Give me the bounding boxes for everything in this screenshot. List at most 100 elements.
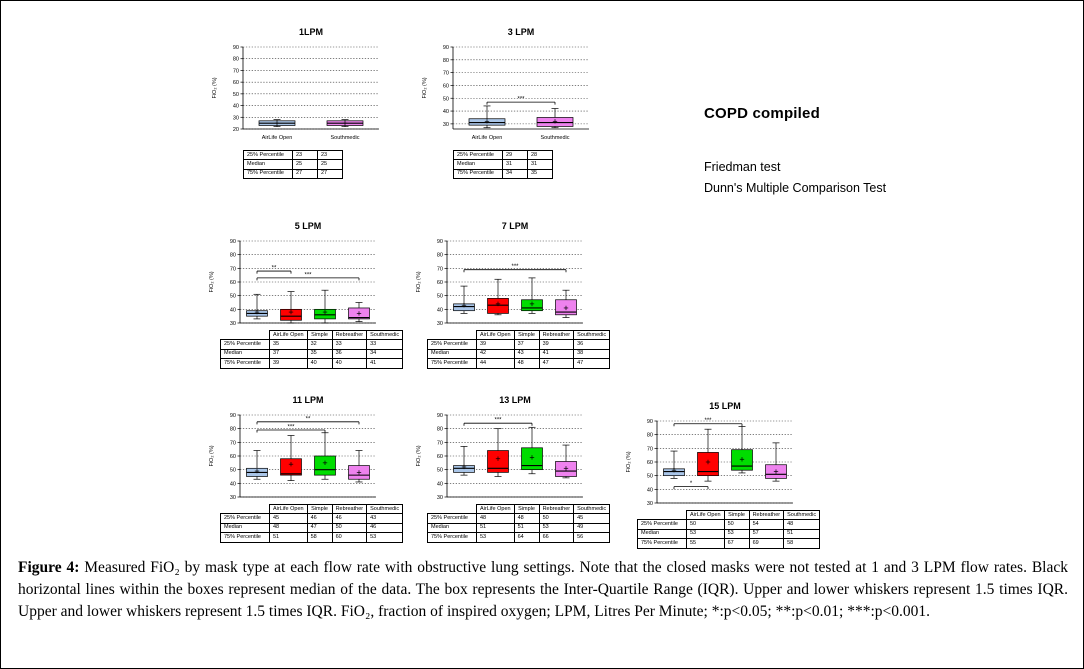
stats-col-header: Simple <box>513 329 540 341</box>
stats-value: 33 <box>366 339 404 350</box>
significance-label: *** <box>511 264 519 270</box>
stats-row-label: Median <box>637 528 687 540</box>
stats-table-3 LPM: 25% Percentile 29 28 Median 31 31 75% Percenti… <box>453 149 553 180</box>
y-tick-label: 30 <box>647 501 653 507</box>
stats-value: 48 <box>513 513 540 524</box>
significance-bracket: *** <box>256 425 326 433</box>
stats-value: 57 <box>748 528 785 540</box>
stats-value: 51 <box>513 522 540 534</box>
box-AirLife Open <box>663 450 685 479</box>
stats-col-header: AirLife Open <box>269 503 308 515</box>
stats-col-header: Southmedic <box>366 329 404 341</box>
chart-11lpm: 11 LPM FiO₂ (%) 30 40 50 60 70 80 90 ** *** AirLife… <box>206 391 404 543</box>
box-Simple <box>280 291 302 324</box>
y-tick-label: 90 <box>230 239 236 245</box>
y-axis-label: FiO₂ (%) <box>212 77 218 98</box>
chart-15lpm: 15 LPM FiO₂ (%) 30 40 50 60 70 80 90 *** * AirLife … <box>623 397 821 549</box>
stats-value: 48 <box>269 522 308 534</box>
significance-bracket: *** <box>463 264 567 273</box>
stats-col-header: Simple <box>306 503 333 515</box>
y-tick-label: 80 <box>437 427 443 433</box>
significance-bracket: * <box>673 481 709 490</box>
y-tick-label: 70 <box>647 446 653 452</box>
significance-bracket: ** <box>256 416 360 425</box>
stats-value: 23 <box>292 149 318 161</box>
stats-value: 60 <box>331 532 368 543</box>
y-axis-label: FiO₂ (%) <box>209 445 215 466</box>
stats-col-header: Southmedic <box>573 503 611 515</box>
box-Southmedic <box>348 302 370 322</box>
y-tick-label: 30 <box>437 495 443 501</box>
stats-row-label: Median <box>427 348 477 360</box>
stats-row-label: Median <box>243 159 293 170</box>
stats-table-13 LPM: AirLife Open Simple Rebreather Southmedic 25… <box>427 503 611 543</box>
plot-title: 5 LPM <box>295 221 322 231</box>
y-tick-label: 80 <box>233 57 239 63</box>
stats-value: 64 <box>513 532 540 543</box>
boxplot-3 LPM: 3 LPM FiO₂ (%) 30 40 50 60 70 80 90 *** AirLife Op… <box>422 27 589 141</box>
y-tick-label: 50 <box>437 294 443 300</box>
y-tick-label: 50 <box>230 468 236 474</box>
y-tick-label: 70 <box>437 266 443 272</box>
significance-label: *** <box>287 425 295 431</box>
stats-row-label: 25% Percentile <box>243 149 293 161</box>
y-tick-label: 90 <box>647 419 653 425</box>
y-tick-label: 60 <box>233 80 239 86</box>
plot-title: 15 LPM <box>709 401 741 411</box>
y-tick-label: 50 <box>230 294 236 300</box>
stats-table-7 LPM: AirLife Open Simple Rebreather Southmedic 25… <box>427 329 611 369</box>
figure-caption: Figure 4: Measured FiO₂ by mask type at … <box>18 557 1068 623</box>
stat-test-dunns: Dunn's Multiple Comparison Test <box>704 181 887 195</box>
significance-bracket: ** <box>256 266 292 274</box>
plot-title: 11 LPM <box>292 395 323 405</box>
stats-row-label: Median <box>453 159 503 170</box>
y-tick-label: 30 <box>443 122 449 128</box>
y-tick-label: 40 <box>647 487 653 493</box>
gridlines: 20 30 40 50 60 70 80 90 <box>233 45 379 133</box>
stats-table-5 LPM: AirLife Open Simple Rebreather Southmedic 25… <box>220 329 404 369</box>
y-tick-label: 80 <box>437 253 443 259</box>
stats-value: 55 <box>686 538 725 549</box>
chart-1lpm: 1LPM FiO₂ (%) 20 30 40 50 60 70 80 90 AirLife Open… <box>209 23 394 180</box>
significance-label: ** <box>306 416 311 422</box>
gridlines: 30 40 50 60 70 80 90 <box>443 45 589 128</box>
y-tick-label: 40 <box>230 307 236 313</box>
stats-col-header: Simple <box>723 509 750 521</box>
stats-value: 29 <box>502 149 528 161</box>
box-Simple <box>487 278 509 316</box>
category-label: AirLife Open <box>262 135 293 141</box>
y-tick-label: 30 <box>437 321 443 327</box>
box-Rebreather <box>521 277 543 314</box>
plot-title: 13 LPM <box>499 395 531 405</box>
stats-value: 67 <box>723 538 750 549</box>
stats-value: 35 <box>527 168 553 180</box>
y-axis-label: FiO₂ (%) <box>626 451 632 472</box>
stats-row-label: 25% Percentile <box>637 519 687 530</box>
stats-value: 54 <box>748 519 785 530</box>
stats-table-15 LPM: AirLife Open Simple Rebreather Southmedic 25… <box>637 509 821 549</box>
y-tick-label: 60 <box>443 83 449 89</box>
stats-value: 53 <box>686 528 725 540</box>
stats-row-label: 75% Percentile <box>427 532 477 543</box>
box-Southmedic <box>536 108 574 129</box>
stats-value: 27 <box>317 168 343 180</box>
y-axis-label: FiO₂ (%) <box>416 445 422 466</box>
y-tick-label: 40 <box>443 109 449 115</box>
stats-value: 49 <box>573 522 611 534</box>
stats-row-label: 75% Percentile <box>427 358 477 369</box>
y-tick-label: 70 <box>230 266 236 272</box>
stats-value: 36 <box>331 348 368 360</box>
stats-value: 69 <box>748 538 785 549</box>
stats-value: 40 <box>331 358 368 369</box>
stats-value: 45 <box>573 513 611 524</box>
stats-value: 32 <box>306 339 333 350</box>
y-tick-label: 40 <box>230 481 236 487</box>
y-tick-label: 50 <box>443 96 449 102</box>
figure-caption-text: Measured FiO₂ by mask type at each flow … <box>18 559 1068 620</box>
annotation-block: COPD compiled <box>704 105 820 122</box>
stats-table-1LPM: 25% Percentile 23 23 Median 25 25 75% Percenti… <box>243 149 343 180</box>
box-Simple <box>280 435 302 481</box>
stats-col-header: Southmedic <box>783 509 821 521</box>
stats-value: 28 <box>527 149 553 161</box>
